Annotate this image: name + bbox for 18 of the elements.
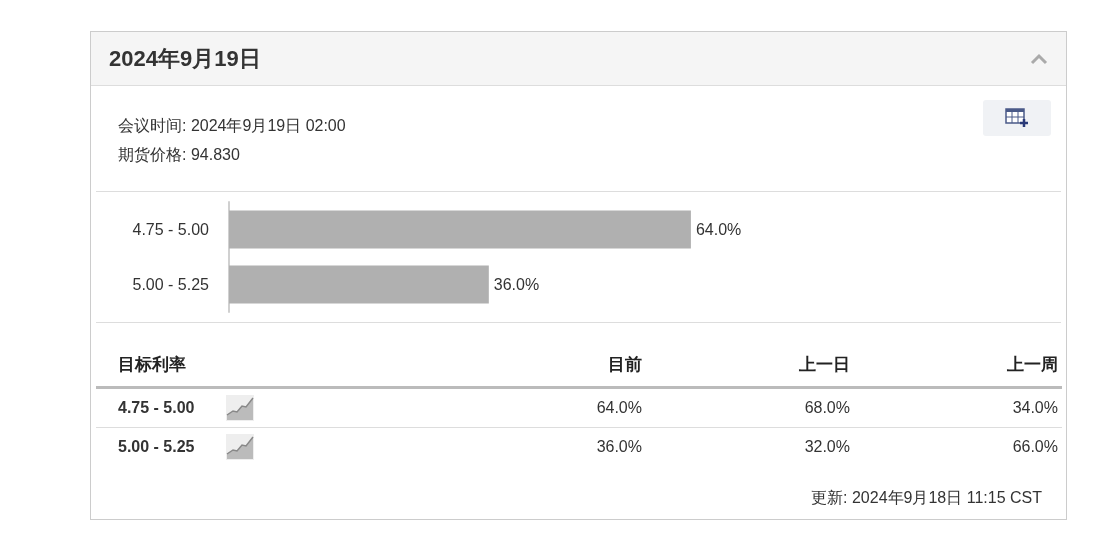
data-label: 32.0% [803,437,851,457]
data-label: 36.0% [493,276,540,293]
category-label: 4.75 - 5.00 [118,399,196,417]
data-label: 34.0% [1011,398,1059,418]
text: 上一周 [854,353,1062,388]
data-label: 66.0% [1011,437,1059,457]
text: 目标利率 [96,353,338,388]
data-label: 64.0% [595,398,643,418]
category-label: 5.00 - 5.25 [118,438,196,456]
text: 目前 [338,353,646,388]
data-label: 64.0% [695,221,742,238]
text: 期货价格: 94.830 [118,145,241,165]
data-label: 68.0% [803,398,851,418]
text: 更新: 2024年9月18日 11:15 CST [810,488,1042,508]
chart-title: 2024年9月19日 [109,44,261,73]
text: 上一日 [646,353,854,388]
data-label: 36.0% [595,437,643,457]
text: 会议时间: 2024年9月19日 02:00 [118,116,347,136]
